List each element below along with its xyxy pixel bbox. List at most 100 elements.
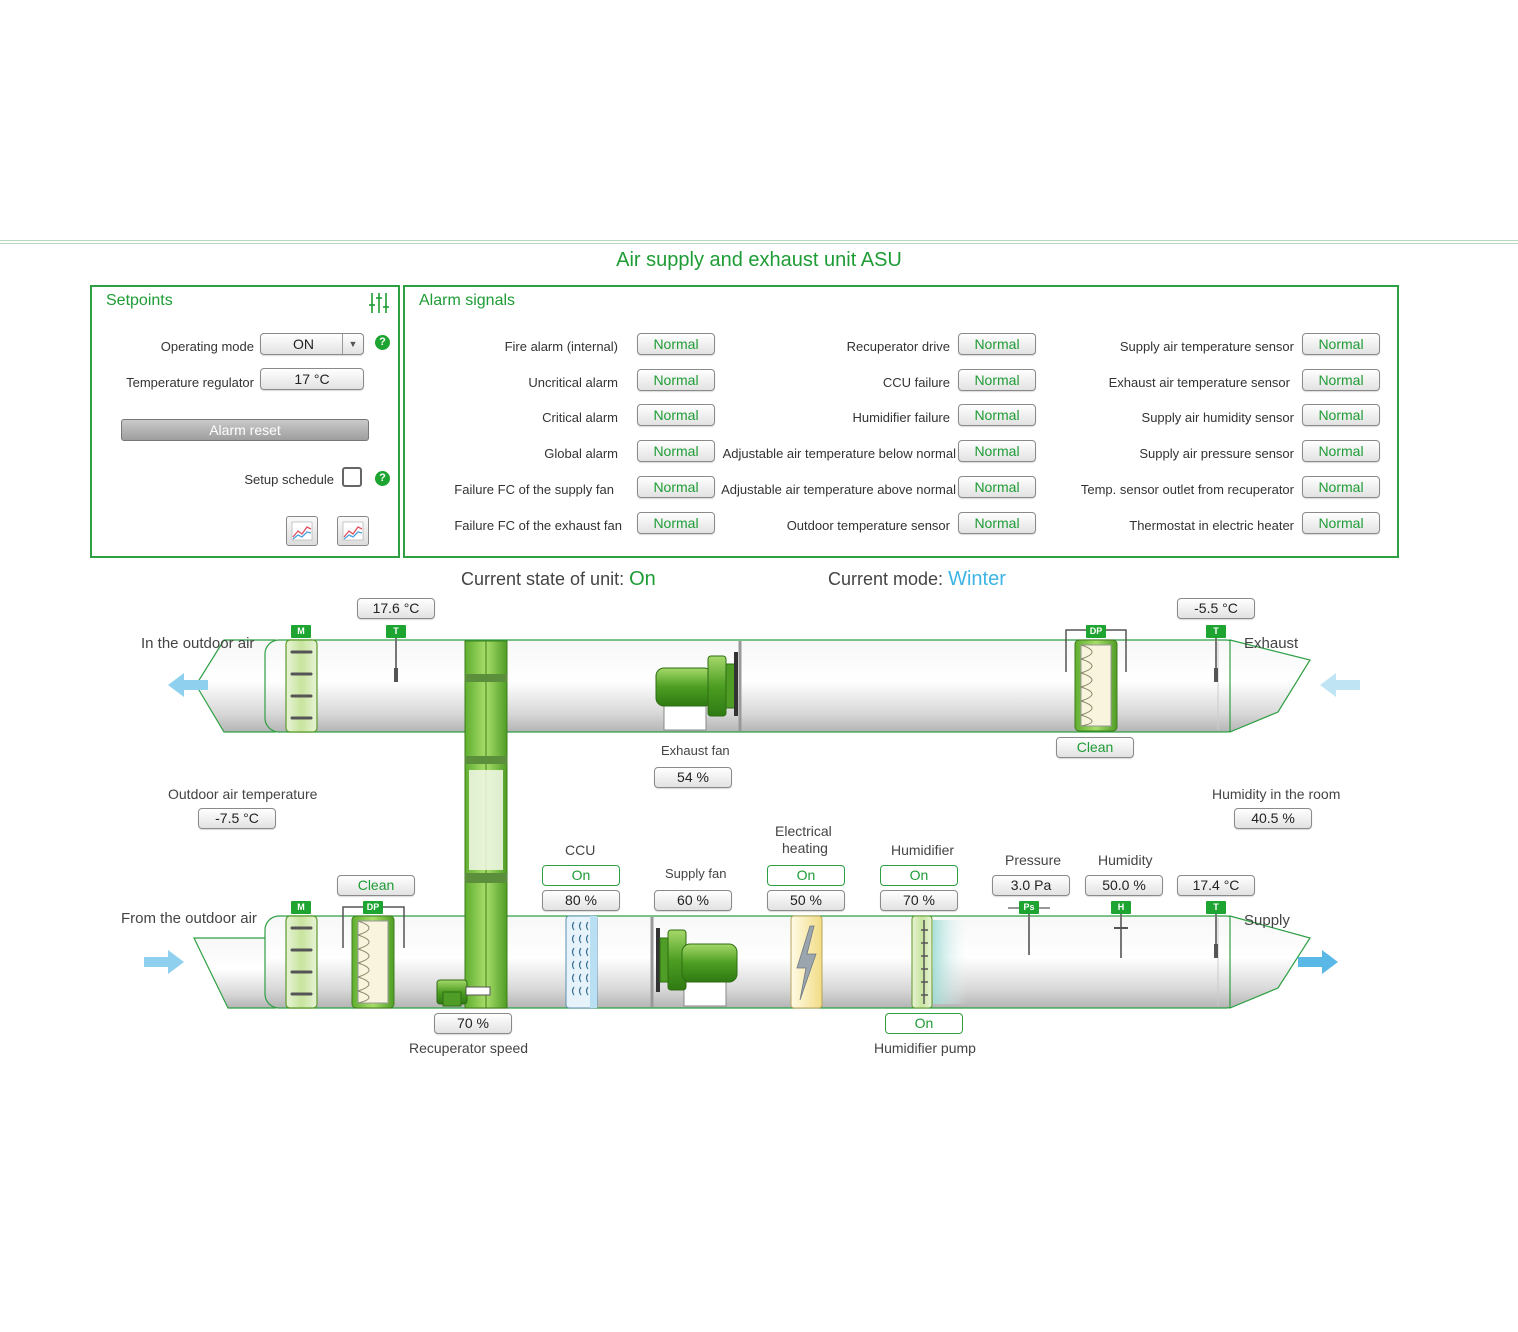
exhaust-fan-icon (655, 641, 742, 731)
alarm-label: Humidifier failure (852, 410, 950, 425)
heater-label-line1: Electrical (775, 823, 832, 839)
unit-mode-value: Winter (948, 568, 1006, 590)
filter-icon (342, 906, 405, 1009)
alarm-status: Normal (1302, 404, 1380, 426)
air-flow-arrow-icon (1298, 950, 1338, 974)
humidity-value: 50.0 % (1085, 875, 1163, 896)
trend-chart-button-2[interactable] (337, 516, 369, 546)
humidifier-label: Humidifier (891, 842, 955, 858)
unit-mode-label: Current mode: (828, 569, 944, 589)
alarm-status: Normal (958, 333, 1036, 355)
alarm-status: Normal (1302, 512, 1380, 534)
temp-tag: T (1206, 901, 1226, 914)
temperature-probe-icon (1214, 637, 1218, 682)
page-title: Air supply and exhaust unit ASU (616, 249, 902, 271)
alarm-status: Normal (637, 512, 715, 534)
alarm-status: Normal (1302, 369, 1380, 391)
heater-value: 50 % (767, 890, 845, 911)
air-flow-arrow-icon (144, 950, 184, 974)
recuperator-wheel-icon (436, 640, 508, 1009)
operating-mode-value: ON (293, 336, 314, 352)
air-flow-arrow-icon (168, 673, 208, 697)
temperature-probe-icon (394, 637, 398, 682)
alarm-status: Normal (637, 440, 715, 462)
alarm-status: Normal (637, 333, 715, 355)
humidifier-pump-label: Humidifier pump (874, 1040, 976, 1056)
alarm-label: Exhaust air temperature sensor (1108, 375, 1290, 390)
ccu-state[interactable]: On (542, 865, 620, 886)
heater-label-line2: heating (782, 840, 828, 856)
recuperator-speed: 70 % (434, 1013, 512, 1034)
alarm-status: Normal (958, 512, 1036, 534)
exhaust-duct (195, 639, 1311, 733)
alarm-signals-title: Alarm signals (419, 292, 516, 309)
trend-chart-button-1[interactable] (286, 516, 318, 546)
recup-outlet-temp: 17.6 °C (357, 598, 435, 619)
supply-temp-value: 17.4 °C (1177, 875, 1255, 896)
operating-mode-help-icon[interactable]: ? (375, 335, 390, 350)
settings-sliders-icon[interactable] (367, 291, 391, 315)
temp-regulator-input[interactable]: 17 °C (260, 368, 364, 390)
unit-state: Current state of unit: On (461, 568, 656, 591)
alarm-status: Normal (1302, 333, 1380, 355)
unit-mode: Current mode: Winter (828, 568, 1006, 591)
alarm-status: Normal (637, 404, 715, 426)
supply-fan-speed: 60 % (654, 890, 732, 911)
line-chart-icon (291, 521, 313, 541)
setup-schedule-checkbox[interactable] (342, 467, 362, 487)
alarm-label: Failure FC of the supply fan (454, 482, 614, 497)
humidifier-pump-state[interactable]: On (885, 1013, 963, 1034)
humidity-label: Humidity (1098, 852, 1153, 868)
alarm-label: Supply air pressure sensor (1139, 446, 1294, 461)
air-flow-arrow-icon (1320, 673, 1360, 697)
chevron-down-icon[interactable]: ▼ (342, 334, 363, 354)
alarm-status: Normal (1302, 476, 1380, 498)
alarm-label: Adjustable air temperature above normal (721, 482, 956, 497)
alarm-label: Recuperator drive (846, 339, 950, 354)
setup-schedule-help-icon[interactable]: ? (375, 471, 390, 486)
cooling-coil-icon (565, 915, 598, 1009)
ccu-value: 80 % (542, 890, 620, 911)
exhaust-temp: -5.5 °C (1177, 598, 1255, 619)
exhaust-fan-speed: 54 % (654, 767, 732, 788)
operating-mode-label: Operating mode (160, 339, 254, 354)
alarm-label: Supply air humidity sensor (1141, 410, 1294, 425)
dp-tag: DP (363, 901, 383, 914)
supply-fan-label: Supply fan (665, 866, 727, 881)
temp-tag: T (386, 625, 406, 638)
recuperator-speed-label: Recuperator speed (409, 1040, 529, 1056)
dp-tag: DP (1086, 625, 1106, 638)
electric-heater-icon (790, 915, 823, 1009)
room-humidity-value: 40.5 % (1234, 808, 1312, 829)
line-chart-icon (342, 521, 364, 541)
alarm-status: Normal (958, 440, 1036, 462)
setpoints-panel: Setpoints Operating mode ON ▼ ? Temperat… (90, 285, 400, 558)
temp-regulator-label: Temperature regulator (126, 375, 254, 390)
alarm-reset-button[interactable]: Alarm reset (121, 419, 369, 441)
outdoor-temp-value: -7.5 °C (198, 808, 276, 829)
alarm-status: Normal (958, 404, 1036, 426)
damper-tag: M (291, 625, 311, 638)
alarm-label: Fire alarm (internal) (504, 339, 618, 354)
pressure-label: Pressure (1005, 852, 1062, 868)
alarm-label: Thermostat in electric heater (1129, 518, 1294, 533)
alarm-status: Normal (958, 476, 1036, 498)
exhaust-inlet-label: In the outdoor air (141, 635, 255, 652)
room-humidity-label: Humidity in the room (1212, 786, 1341, 802)
heater-state[interactable]: On (767, 865, 845, 886)
alarm-label: CCU failure (882, 375, 950, 390)
exhaust-outlet-label: Exhaust (1244, 635, 1299, 652)
humidifier-state[interactable]: On (880, 865, 958, 886)
alarm-status: Normal (958, 369, 1036, 391)
temp-tag: T (1206, 625, 1226, 638)
alarm-label: Outdoor temperature sensor (786, 518, 950, 533)
ps-tag: Ps (1019, 901, 1039, 914)
alarm-label: Supply air temperature sensor (1119, 339, 1294, 354)
alarm-label: Global alarm (544, 446, 618, 461)
unit-state-label: Current state of unit: (461, 569, 625, 589)
damper-tag: M (291, 901, 311, 914)
temperature-probe-icon (1214, 914, 1218, 958)
pressure-value: 3.0 Pa (992, 875, 1070, 896)
operating-mode-select[interactable]: ON ▼ (260, 333, 364, 355)
